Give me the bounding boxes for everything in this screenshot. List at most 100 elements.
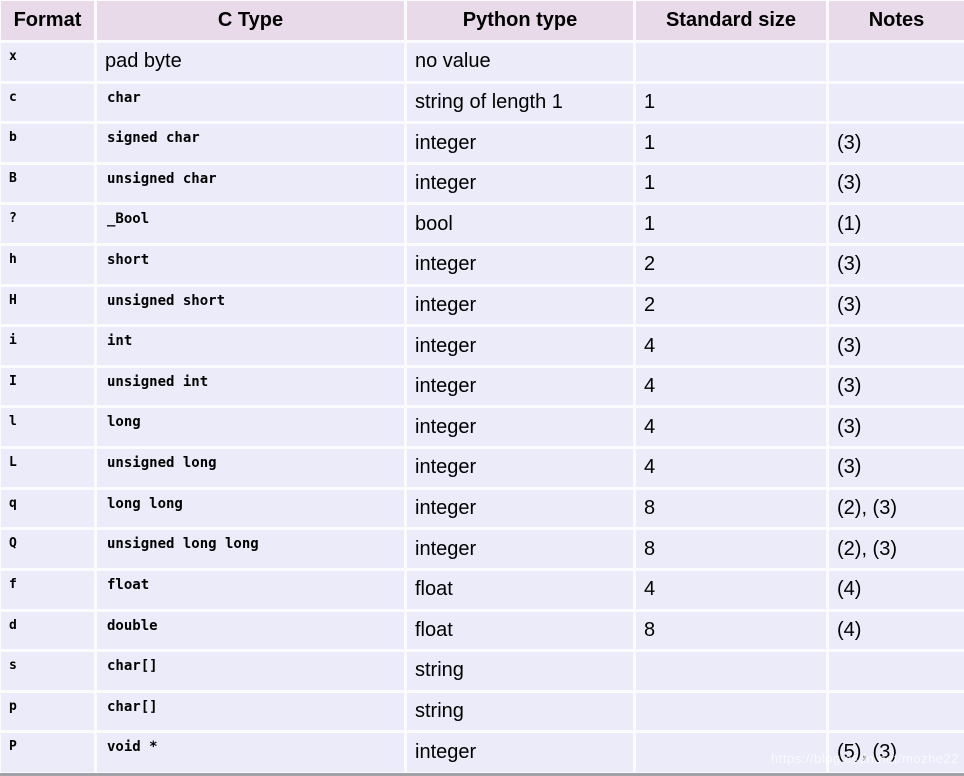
cell-notes (826, 689, 964, 734)
header-row: Format C Type Python type Standard size … (0, 0, 964, 43)
cell-c-type: signed char (94, 121, 407, 165)
col-header-format: Format (0, 0, 97, 43)
cell-python-type: integer (404, 121, 636, 165)
cell-python-type: integer (404, 405, 636, 450)
cell-python-type: string of length 1 (404, 80, 636, 125)
cell-format: H (0, 283, 97, 328)
cell-notes: (3) (826, 405, 964, 450)
cell-format: f (0, 567, 97, 612)
cell-c-type: _Bool (94, 202, 407, 247)
cell-python-type: integer (404, 527, 636, 571)
cell-c-type: unsigned short (94, 283, 407, 328)
cell-notes: (4) (826, 608, 964, 653)
cell-python-type: float (404, 567, 636, 612)
cell-notes: (4) (826, 567, 964, 612)
cell-format: B (0, 161, 97, 206)
cell-python-type: string (404, 689, 636, 734)
cell-standard-size: 8 (633, 486, 829, 531)
cell-python-type: integer (404, 446, 636, 490)
cell-python-type: integer (404, 364, 636, 409)
table-row: d double float 8 (4) (0, 608, 964, 653)
cell-standard-size: 1 (633, 202, 829, 247)
cell-standard-size: 1 (633, 80, 829, 125)
cell-notes: (1) (826, 202, 964, 247)
col-header-python-type: Python type (404, 0, 636, 43)
cell-c-type: float (94, 567, 407, 612)
table-row: i int integer 4 (3) (0, 324, 964, 368)
cell-standard-size: 4 (633, 446, 829, 490)
cell-c-type: unsigned long (94, 446, 407, 490)
cell-notes: (3) (826, 243, 964, 287)
cell-standard-size: 4 (633, 364, 829, 409)
cell-standard-size: 4 (633, 324, 829, 368)
col-header-c-type: C Type (94, 0, 407, 43)
cell-format: s (0, 649, 97, 693)
table-row: f float float 4 (4) (0, 567, 964, 612)
cell-standard-size (633, 40, 829, 84)
cell-format: Q (0, 527, 97, 571)
table-row: p char[] string (0, 689, 964, 734)
cell-c-type: char[] (94, 649, 407, 693)
cell-notes: (2), (3) (826, 486, 964, 531)
cell-c-type: unsigned char (94, 161, 407, 206)
cell-c-type: unsigned int (94, 364, 407, 409)
cell-python-type: bool (404, 202, 636, 247)
cell-format: q (0, 486, 97, 531)
table-row: x pad byte no value (0, 40, 964, 84)
cell-c-type: long long (94, 486, 407, 531)
cell-notes: (3) (826, 161, 964, 206)
table-row: ? _Bool bool 1 (1) (0, 202, 964, 247)
cell-format: i (0, 324, 97, 368)
cell-notes: (3) (826, 364, 964, 409)
cell-python-type: integer (404, 161, 636, 206)
cell-c-type: int (94, 324, 407, 368)
cell-format: h (0, 243, 97, 287)
cell-notes: (3) (826, 446, 964, 490)
cell-c-type: short (94, 243, 407, 287)
cell-notes (826, 649, 964, 693)
cell-python-type: integer (404, 730, 636, 773)
cell-standard-size: 1 (633, 121, 829, 165)
cell-python-type: integer (404, 324, 636, 368)
cell-c-type: unsigned long long (94, 527, 407, 571)
cell-format: x (0, 40, 97, 84)
cell-standard-size: 8 (633, 608, 829, 653)
cell-standard-size: 4 (633, 405, 829, 450)
cell-standard-size: 2 (633, 243, 829, 287)
cell-format: b (0, 121, 97, 165)
cell-format: d (0, 608, 97, 653)
cell-notes: (2), (3) (826, 527, 964, 571)
cell-notes: (5), (3) (826, 730, 964, 773)
cell-standard-size: 4 (633, 567, 829, 612)
cell-python-type: float (404, 608, 636, 653)
table-row: s char[] string (0, 649, 964, 693)
table-row: q long long integer 8 (2), (3) (0, 486, 964, 531)
cell-notes: (3) (826, 283, 964, 328)
col-header-standard-size: Standard size (633, 0, 829, 43)
cell-standard-size: 2 (633, 283, 829, 328)
cell-format: p (0, 689, 97, 734)
cell-format: l (0, 405, 97, 450)
cell-python-type: integer (404, 243, 636, 287)
cell-format: L (0, 446, 97, 490)
cell-notes (826, 80, 964, 125)
table-body: x pad byte no value c char string of length 1… (0, 40, 964, 773)
cell-format: c (0, 80, 97, 125)
cell-format: P (0, 730, 97, 773)
cell-c-type: pad byte (94, 40, 407, 84)
cell-c-type: void * (94, 730, 407, 773)
cell-format: I (0, 364, 97, 409)
cell-format: ? (0, 202, 97, 247)
cell-notes (826, 40, 964, 84)
cell-python-type: integer (404, 283, 636, 328)
cell-notes: (3) (826, 324, 964, 368)
